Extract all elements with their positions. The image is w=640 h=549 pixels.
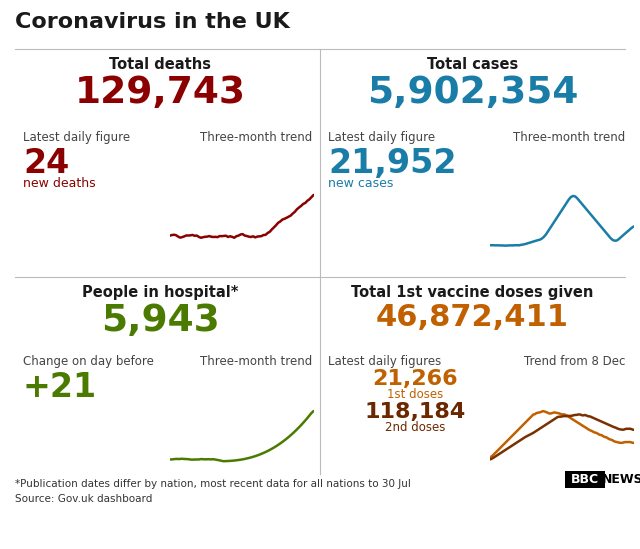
Text: 2nd doses: 2nd doses	[385, 421, 445, 434]
FancyBboxPatch shape	[565, 471, 605, 488]
Text: Total cases: Total cases	[427, 57, 518, 72]
Text: Latest daily figure: Latest daily figure	[328, 131, 435, 144]
Text: BBC: BBC	[571, 473, 599, 486]
Text: Latest daily figure: Latest daily figure	[23, 131, 130, 144]
Text: *Publication dates differ by nation, most recent data for all nations to 30 Jul: *Publication dates differ by nation, mos…	[15, 479, 411, 489]
Text: Change on day before: Change on day before	[23, 355, 154, 368]
Text: Trend from 8 Dec: Trend from 8 Dec	[524, 355, 625, 368]
Text: new deaths: new deaths	[23, 177, 95, 190]
Text: Three-month trend: Three-month trend	[200, 355, 312, 368]
Text: new cases: new cases	[328, 177, 394, 190]
Text: People in hospital*: People in hospital*	[82, 285, 238, 300]
Text: Total deaths: Total deaths	[109, 57, 211, 72]
Text: Three-month trend: Three-month trend	[513, 131, 625, 144]
Text: 129,743: 129,743	[74, 75, 246, 111]
Text: 46,872,411: 46,872,411	[376, 303, 569, 332]
Text: Coronavirus in the UK: Coronavirus in the UK	[15, 12, 290, 32]
Text: 118,184: 118,184	[364, 402, 466, 422]
Text: 21,266: 21,266	[372, 369, 458, 389]
Text: Source: Gov.uk dashboard: Source: Gov.uk dashboard	[15, 494, 152, 504]
Text: NEWS: NEWS	[602, 473, 640, 486]
Text: +21: +21	[23, 371, 97, 404]
Text: 21,952: 21,952	[328, 147, 456, 180]
Text: 5,902,354: 5,902,354	[367, 75, 578, 111]
Text: Latest daily figures: Latest daily figures	[328, 355, 441, 368]
Text: 1st doses: 1st doses	[387, 388, 443, 401]
Text: 24: 24	[23, 147, 69, 180]
Text: Three-month trend: Three-month trend	[200, 131, 312, 144]
Text: Total 1st vaccine doses given: Total 1st vaccine doses given	[351, 285, 594, 300]
Text: 5,943: 5,943	[100, 303, 220, 339]
